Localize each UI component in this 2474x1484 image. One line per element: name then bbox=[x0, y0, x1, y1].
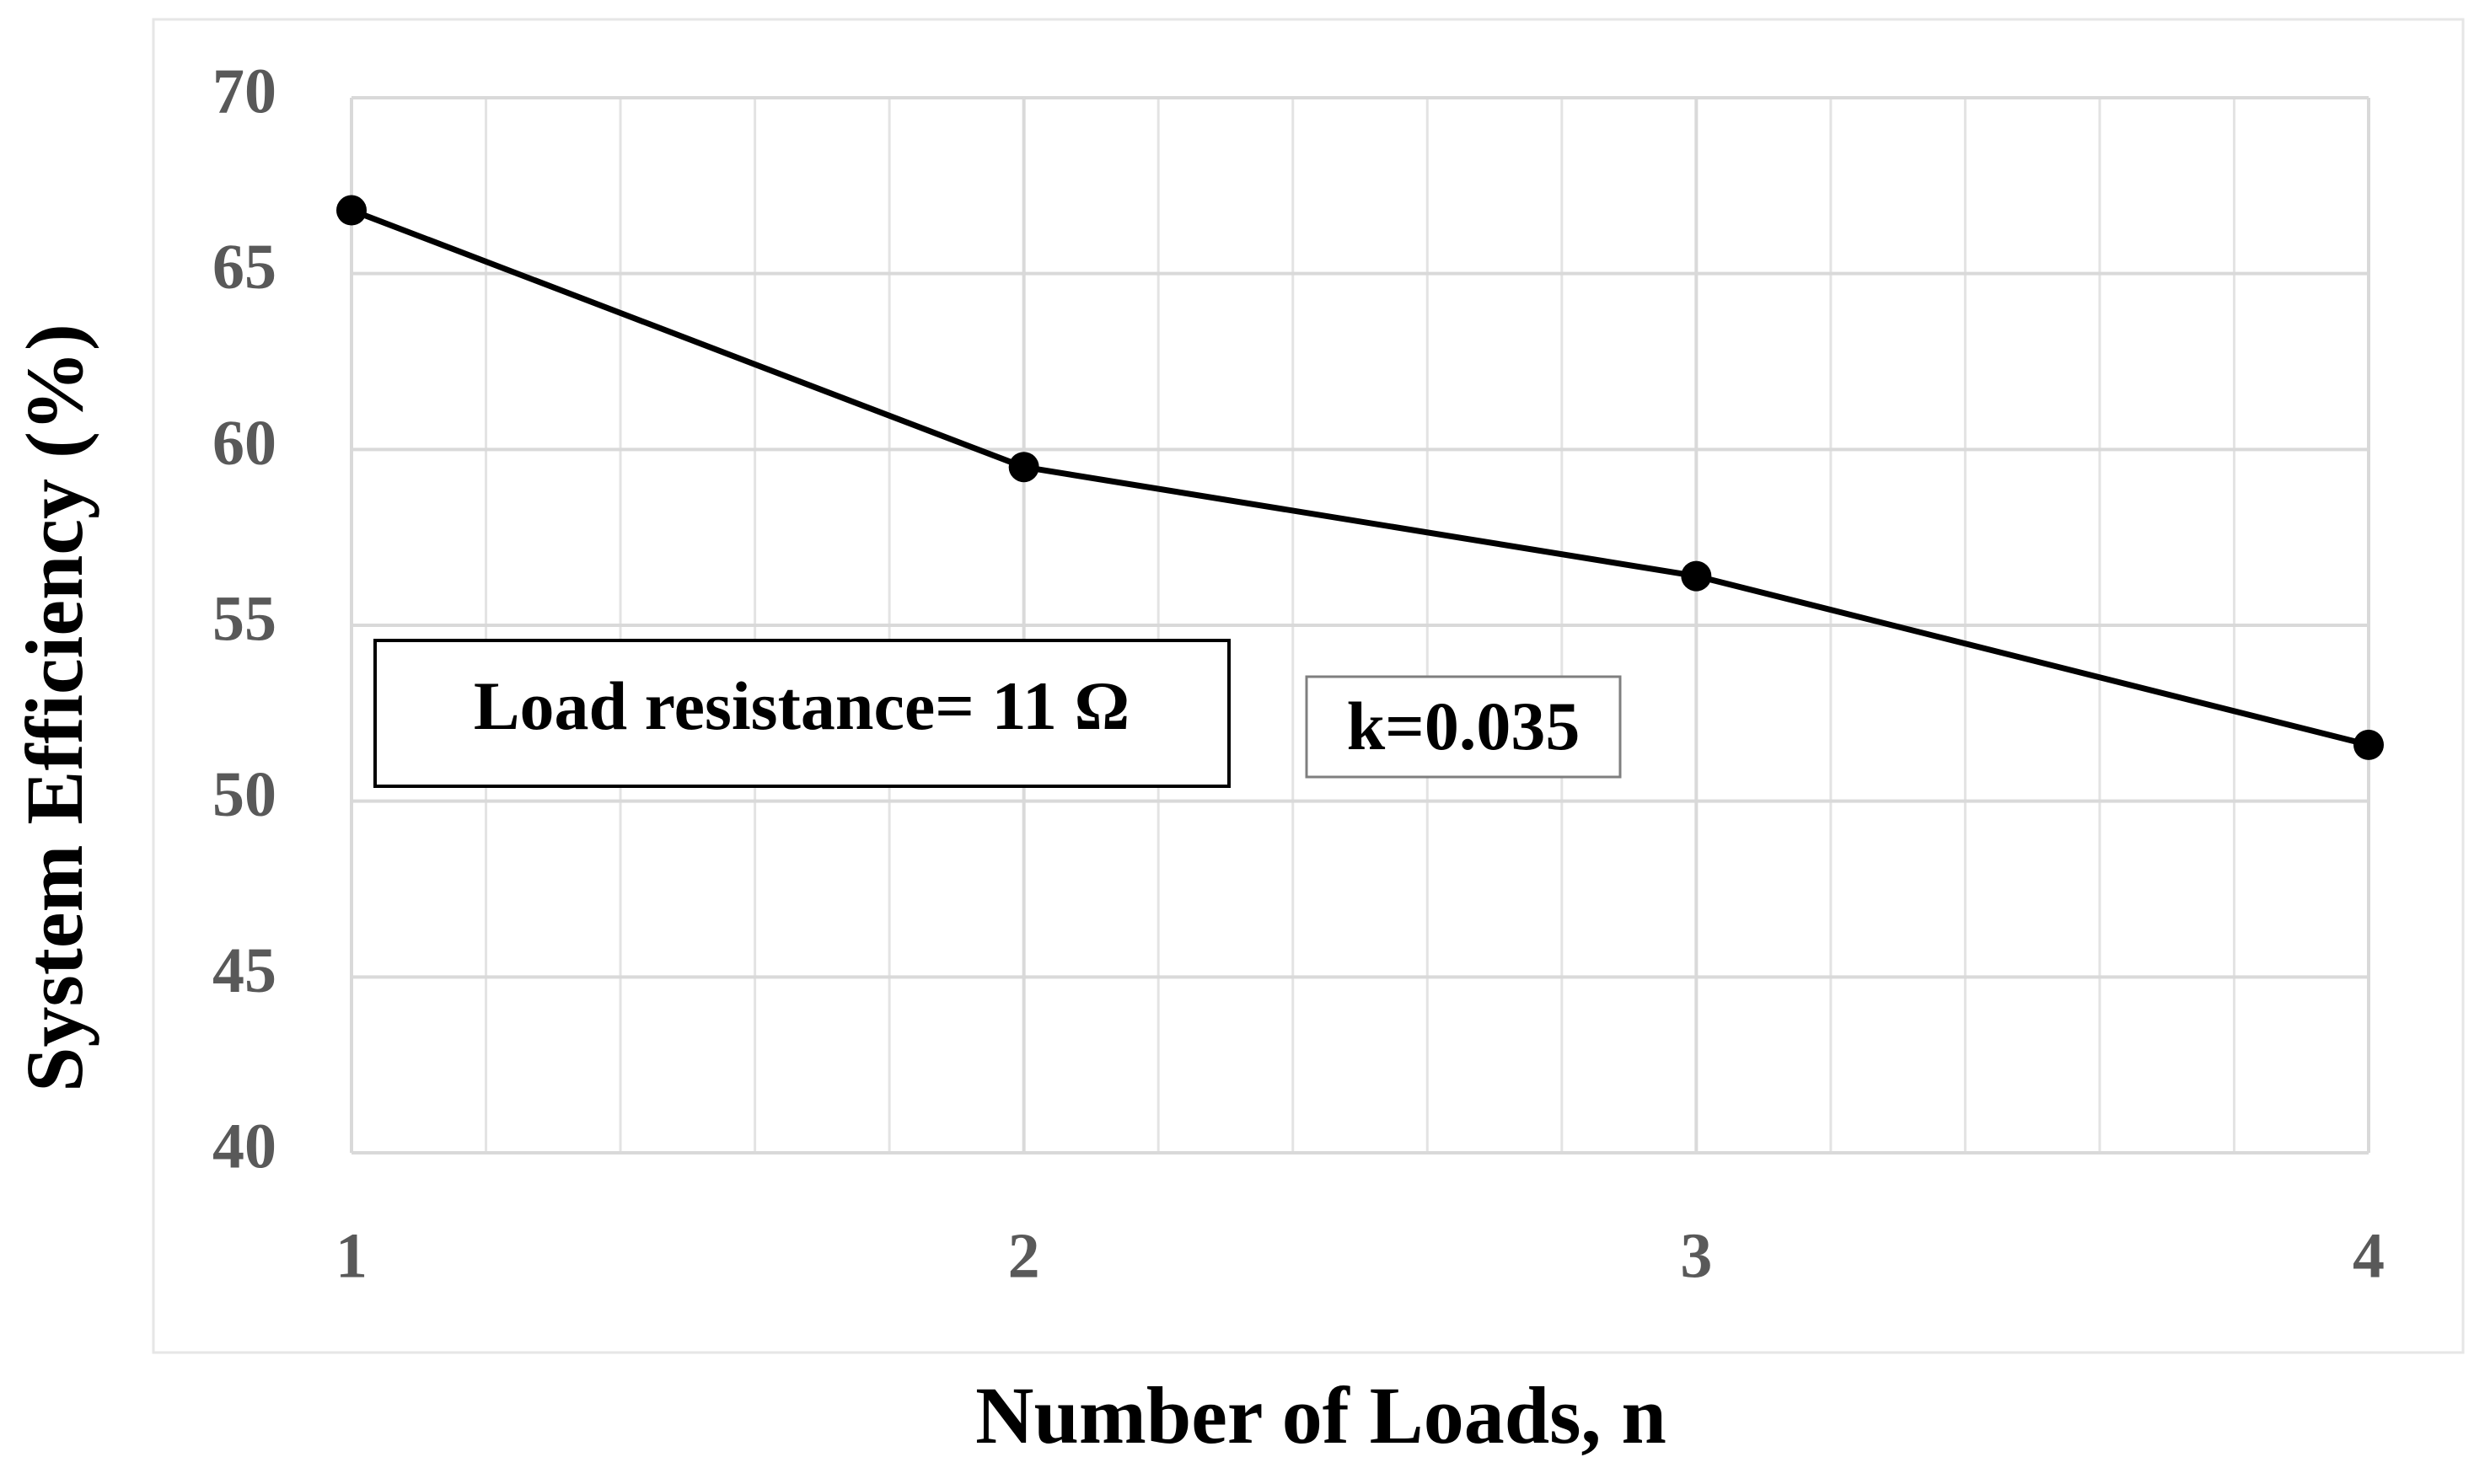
y-tick-label: 45 bbox=[212, 935, 276, 1006]
y-tick-label: 50 bbox=[212, 759, 276, 830]
y-tick-label: 55 bbox=[212, 583, 276, 654]
data-point bbox=[2353, 729, 2384, 760]
x-axis-title: Number of Loads, n bbox=[975, 1370, 1666, 1460]
x-tick-label: 2 bbox=[1008, 1220, 1040, 1291]
y-tick-label: 70 bbox=[212, 56, 276, 126]
x-tick-label: 1 bbox=[335, 1220, 368, 1291]
series-line bbox=[350, 207, 2369, 748]
y-tick-label: 65 bbox=[212, 232, 276, 303]
y-axis-title: System Efficiency (%) bbox=[9, 324, 99, 1092]
data-point bbox=[336, 195, 367, 226]
annotation-box bbox=[1305, 675, 1622, 779]
annotation: k=0.035 bbox=[1347, 688, 1580, 764]
x-tick-label: 4 bbox=[2353, 1220, 2385, 1291]
y-tick-label: 40 bbox=[212, 1111, 276, 1181]
annotation-box bbox=[373, 639, 1231, 788]
y-tick-label: 60 bbox=[212, 408, 276, 479]
x-tick-label: 3 bbox=[1680, 1220, 1712, 1291]
data-point bbox=[1681, 560, 1712, 592]
annotation: Load resistance= 11 Ω bbox=[474, 667, 1130, 744]
data-point bbox=[1008, 452, 1039, 483]
grid bbox=[350, 96, 2370, 1155]
plot: 40 45 50 55 60 65 70 1 2 3 4 bbox=[212, 56, 2385, 1291]
